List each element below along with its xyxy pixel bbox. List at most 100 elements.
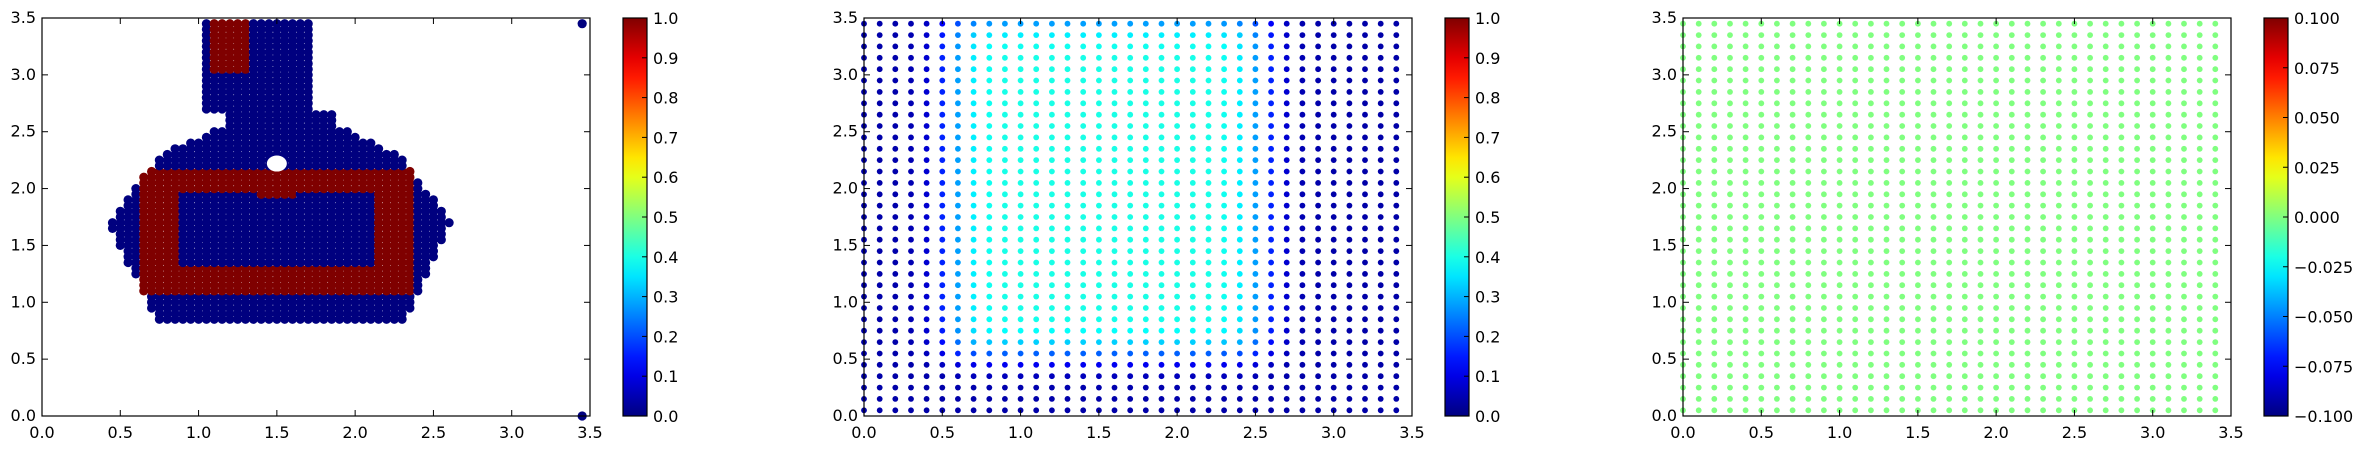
y-tick-label: 1.0 [833, 292, 858, 311]
data-point [2071, 236, 2078, 243]
data-point [1821, 293, 1827, 300]
data-point [1268, 396, 1274, 402]
data-point [1883, 134, 1890, 141]
data-point [1221, 54, 1227, 61]
data-point [1033, 77, 1040, 84]
data-point [1096, 54, 1102, 61]
data-point [287, 19, 298, 29]
data-point [1362, 214, 1368, 220]
data-point [1299, 32, 1306, 38]
data-point [1993, 361, 1999, 368]
data-point [1064, 407, 1071, 414]
data-point [2024, 225, 2031, 232]
data-point [2055, 123, 2062, 129]
data-point [1883, 145, 1890, 152]
data-point [970, 339, 977, 345]
data-point [1002, 100, 1008, 107]
data-point [2212, 145, 2219, 152]
data-point [1821, 134, 1827, 141]
data-point [1127, 100, 1134, 107]
data-point [1930, 168, 1937, 175]
data-point [107, 218, 118, 228]
data-point [2134, 134, 2141, 141]
data-point [2024, 202, 2031, 209]
data-point [1299, 248, 1306, 255]
data-point [1330, 54, 1337, 61]
data-point [1836, 214, 1843, 220]
data-point [1852, 361, 1859, 368]
data-point [955, 396, 961, 402]
data-point [1805, 77, 1812, 84]
data-point [1977, 339, 1984, 345]
data-point [1836, 225, 1843, 232]
data-point [1158, 214, 1165, 220]
data-point [1142, 214, 1149, 220]
x-tick-label: 3.0 [1321, 423, 1346, 442]
data-point [2071, 305, 2078, 311]
data-point [1868, 339, 1874, 345]
data-point [1868, 225, 1874, 232]
data-point [1915, 259, 1921, 266]
data-point [1821, 225, 1827, 232]
data-point [1033, 111, 1040, 118]
data-point [1189, 214, 1196, 220]
data-point [1805, 89, 1812, 95]
data-point [1774, 134, 1780, 141]
data-point [1299, 327, 1306, 334]
data-point [1805, 100, 1812, 107]
data-point [2055, 248, 2062, 255]
data-point [1836, 339, 1843, 345]
data-point [2102, 316, 2109, 323]
data-point [2118, 259, 2125, 266]
data-point [1221, 316, 1227, 323]
data-point [1033, 43, 1040, 50]
data-point [1836, 361, 1843, 368]
y-tick-label: 1.5 [1652, 235, 1677, 254]
data-point [1346, 305, 1353, 311]
data-point [1049, 202, 1055, 209]
data-point [876, 100, 883, 107]
data-point [2040, 43, 2046, 50]
data-point [2165, 407, 2172, 414]
data-point [1695, 259, 1702, 266]
data-point [892, 350, 899, 357]
data-point [2212, 271, 2219, 277]
data-point [892, 282, 899, 289]
x-tick-label: 3.0 [499, 423, 524, 442]
data-point [970, 89, 977, 95]
data-point [1868, 373, 1874, 380]
data-point [2102, 54, 2109, 61]
data-point [876, 168, 883, 175]
data-point [1283, 168, 1290, 175]
data-point [2165, 259, 2172, 266]
data-point [1946, 89, 1953, 95]
data-point [1268, 407, 1274, 414]
data-point [2040, 225, 2046, 232]
colorbar-tick-label: 0.7 [1475, 128, 1500, 147]
data-point [2024, 339, 2031, 345]
data-point [970, 157, 977, 164]
data-point [1268, 248, 1274, 255]
data-point [1064, 134, 1071, 141]
data-point [1946, 20, 1953, 27]
data-point [1330, 191, 1337, 198]
data-point [2102, 305, 2109, 311]
data-point [2165, 168, 2172, 175]
data-point [2149, 180, 2156, 186]
data-point [303, 19, 313, 29]
data-point [1868, 305, 1874, 311]
data-point [1033, 271, 1040, 277]
colorbar-tick-label: 0.100 [2294, 9, 2340, 28]
data-point [1852, 180, 1859, 186]
data-point [2134, 157, 2141, 164]
data-point [1852, 225, 1859, 232]
data-point [2149, 134, 2156, 141]
data-point [876, 316, 883, 323]
data-point [1362, 350, 1368, 357]
data-point [1315, 225, 1321, 232]
data-point [1789, 339, 1796, 345]
data-point [1142, 111, 1149, 118]
scatter-points [861, 20, 1400, 414]
data-point [2008, 316, 2015, 323]
data-point [1377, 327, 1384, 334]
